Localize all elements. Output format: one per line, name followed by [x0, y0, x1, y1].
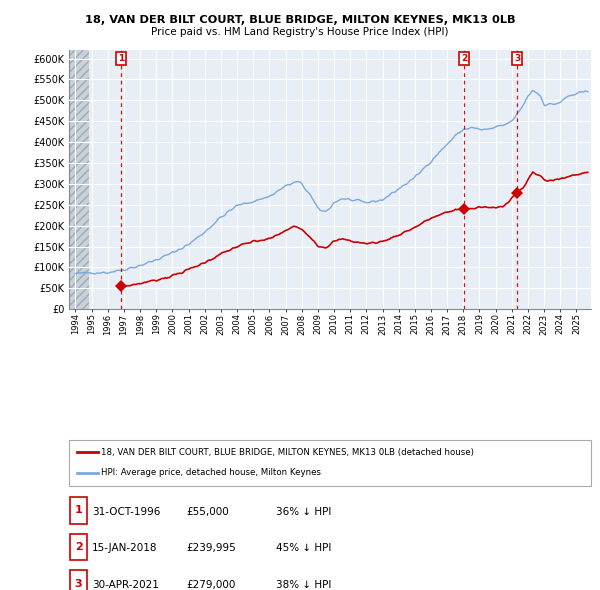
Text: 36% ↓ HPI: 36% ↓ HPI — [276, 507, 331, 517]
Text: 2: 2 — [461, 54, 467, 63]
Text: 18, VAN DER BILT COURT, BLUE BRIDGE, MILTON KEYNES, MK13 0LB: 18, VAN DER BILT COURT, BLUE BRIDGE, MIL… — [85, 15, 515, 25]
FancyBboxPatch shape — [70, 570, 87, 590]
Text: 45% ↓ HPI: 45% ↓ HPI — [276, 543, 331, 553]
Bar — [69, 50, 89, 309]
Text: Price paid vs. HM Land Registry's House Price Index (HPI): Price paid vs. HM Land Registry's House … — [151, 27, 449, 37]
Text: 15-JAN-2018: 15-JAN-2018 — [92, 543, 157, 553]
FancyBboxPatch shape — [70, 534, 87, 560]
Text: 38% ↓ HPI: 38% ↓ HPI — [276, 580, 331, 590]
Text: 1: 1 — [118, 54, 124, 63]
Text: 3: 3 — [75, 579, 82, 588]
Text: HPI: Average price, detached house, Milton Keynes: HPI: Average price, detached house, Milt… — [101, 468, 322, 477]
FancyBboxPatch shape — [70, 497, 87, 524]
Text: 18, VAN DER BILT COURT, BLUE BRIDGE, MILTON KEYNES, MK13 0LB (detached house): 18, VAN DER BILT COURT, BLUE BRIDGE, MIL… — [101, 448, 474, 457]
Text: 2: 2 — [75, 542, 82, 552]
Text: 1: 1 — [75, 506, 82, 515]
Text: 30-APR-2021: 30-APR-2021 — [92, 580, 158, 590]
Text: 31-OCT-1996: 31-OCT-1996 — [92, 507, 160, 517]
FancyBboxPatch shape — [69, 440, 591, 486]
Text: £279,000: £279,000 — [186, 580, 235, 590]
Text: £55,000: £55,000 — [186, 507, 229, 517]
Text: 3: 3 — [514, 54, 520, 63]
Text: £239,995: £239,995 — [186, 543, 236, 553]
